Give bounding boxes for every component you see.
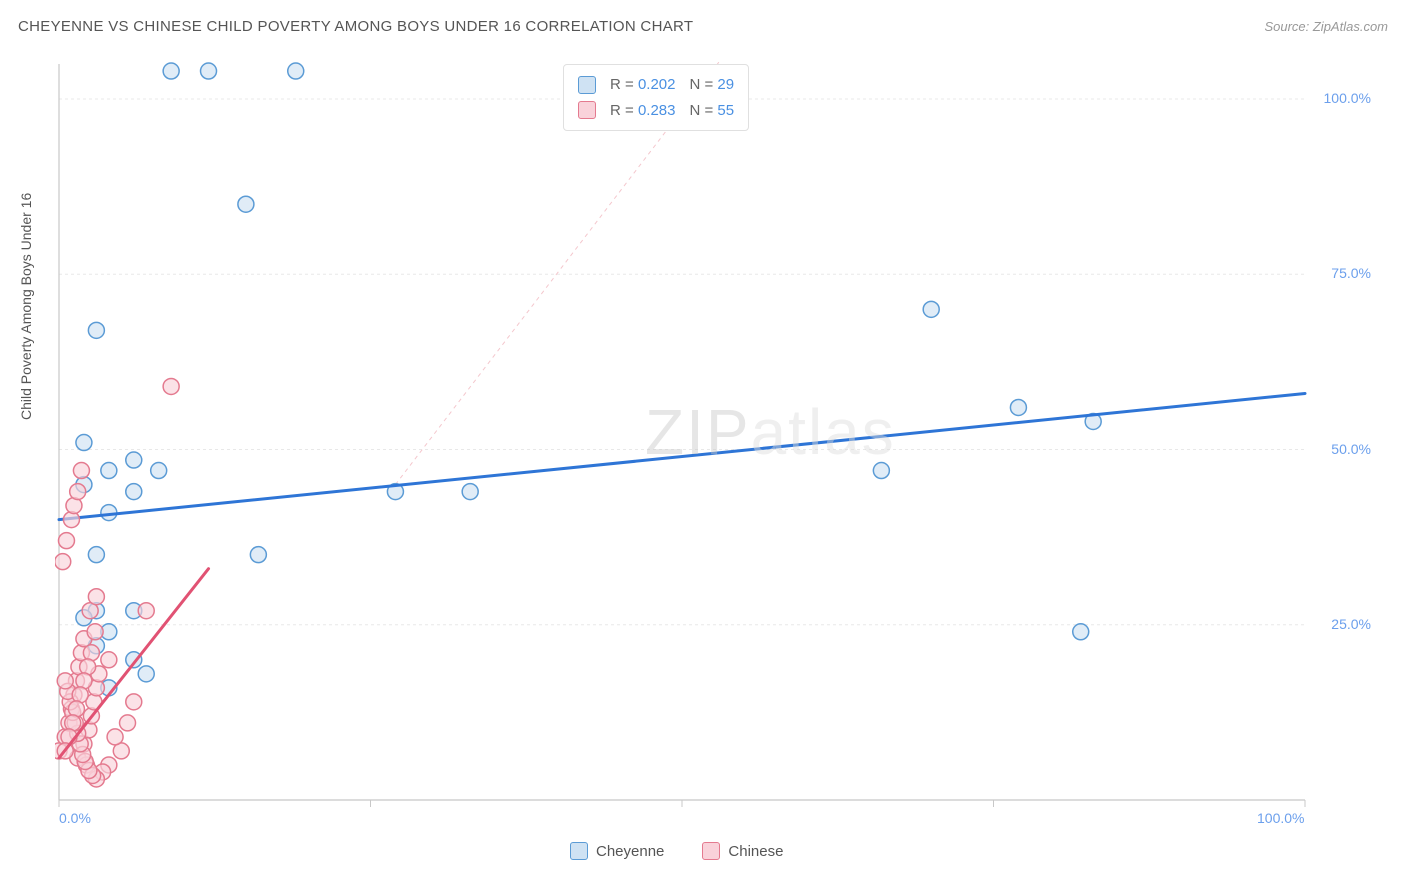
scatter-point	[151, 463, 167, 479]
scatter-point	[88, 322, 104, 338]
series-legend-label: Cheyenne	[596, 843, 664, 860]
scatter-point	[73, 463, 89, 479]
correlation-legend: R = 0.202 N = 29 R = 0.283 N = 55	[563, 64, 749, 131]
header-row: CHEYENNE VS CHINESE CHILD POVERTY AMONG …	[18, 18, 1388, 35]
legend-stat-row: R = 0.283 N = 55	[578, 98, 734, 124]
y-tick-label: 75.0%	[1331, 265, 1371, 281]
legend-swatch	[702, 842, 720, 860]
legend-r-label: R = 0.283	[610, 98, 675, 124]
scatter-point	[462, 484, 478, 500]
legend-swatch	[570, 842, 588, 860]
scatter-point	[55, 554, 71, 570]
scatter-point	[238, 196, 254, 212]
scatter-point	[58, 533, 74, 549]
legend-stat-row: R = 0.202 N = 29	[578, 72, 734, 98]
scatter-point	[76, 435, 92, 451]
scatter-point	[1073, 624, 1089, 640]
scatter-point	[1010, 399, 1026, 415]
chart-title: CHEYENNE VS CHINESE CHILD POVERTY AMONG …	[18, 18, 693, 35]
legend-r-value: 0.283	[638, 102, 676, 119]
y-tick-label: 100.0%	[1324, 90, 1371, 106]
scatter-point	[63, 512, 79, 528]
scatter-point	[88, 589, 104, 605]
y-tick-label: 25.0%	[1331, 616, 1371, 632]
y-tick-label: 50.0%	[1331, 441, 1371, 457]
scatter-point	[70, 484, 86, 500]
scatter-point	[923, 301, 939, 317]
legend-r-value: 0.202	[638, 76, 676, 93]
scatter-point	[57, 673, 73, 689]
source-attribution: Source: ZipAtlas.com	[1264, 19, 1388, 34]
scatter-point	[138, 603, 154, 619]
scatter-point	[101, 463, 117, 479]
series-legend-item: Chinese	[702, 842, 783, 860]
series-legend-label: Chinese	[728, 843, 783, 860]
x-tick-label: 100.0%	[1257, 810, 1304, 826]
scatter-point	[288, 63, 304, 79]
scatter-point	[120, 715, 136, 731]
scatter-point	[163, 378, 179, 394]
scatter-svg	[55, 60, 1375, 830]
scatter-point	[201, 63, 217, 79]
legend-swatch	[578, 101, 596, 119]
x-tick-label: 0.0%	[59, 810, 91, 826]
series-legend: Cheyenne Chinese	[570, 842, 783, 860]
legend-n-label: N = 55	[689, 98, 734, 124]
series-legend-item: Cheyenne	[570, 842, 664, 860]
legend-n-label: N = 29	[689, 72, 734, 98]
y-axis-label: Child Poverty Among Boys Under 16	[18, 193, 34, 420]
scatter-point	[101, 652, 117, 668]
scatter-point	[138, 666, 154, 682]
scatter-point	[126, 484, 142, 500]
legend-n-value: 29	[717, 76, 734, 93]
scatter-point	[107, 729, 123, 745]
legend-n-value: 55	[717, 102, 734, 119]
scatter-point	[126, 452, 142, 468]
legend-swatch	[578, 76, 596, 94]
trend-line	[59, 393, 1305, 519]
scatter-point	[873, 463, 889, 479]
scatter-point	[88, 547, 104, 563]
scatter-point	[87, 624, 103, 640]
scatter-point	[163, 63, 179, 79]
scatter-point	[126, 694, 142, 710]
scatter-point	[250, 547, 266, 563]
legend-r-label: R = 0.202	[610, 72, 675, 98]
chart-plot-area: ZIPatlas R = 0.202N = 29R = 0.283N = 55 …	[55, 60, 1375, 830]
